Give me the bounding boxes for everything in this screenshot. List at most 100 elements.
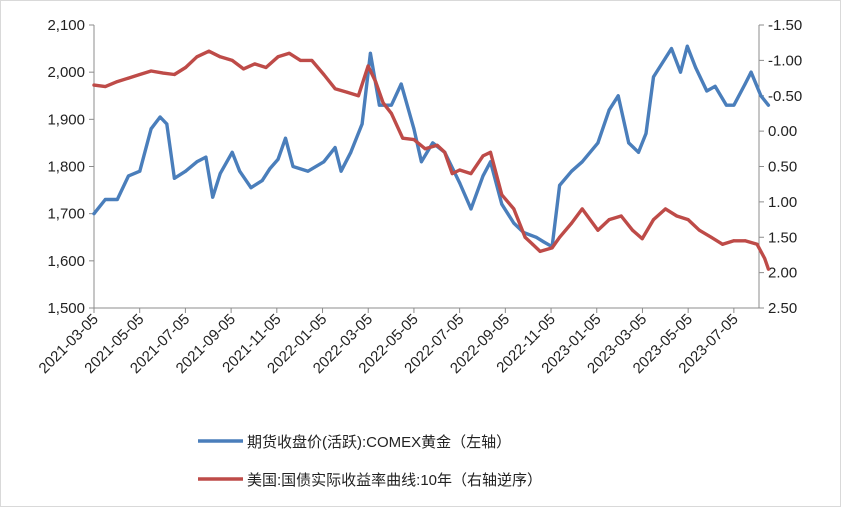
data-point — [138, 169, 142, 173]
data-point — [570, 221, 574, 225]
data-point — [306, 169, 310, 173]
data-point — [755, 242, 759, 246]
data-point — [766, 267, 770, 271]
data-point — [349, 150, 353, 154]
data-point — [260, 179, 264, 183]
series-2 — [92, 49, 771, 271]
data-point — [149, 69, 153, 73]
data-point — [238, 169, 242, 173]
data-point — [276, 157, 280, 161]
data-point — [652, 75, 656, 79]
left-tick-label: 2,100 — [47, 17, 85, 34]
data-point — [264, 65, 268, 69]
data-point — [616, 94, 620, 98]
data-point — [389, 111, 393, 115]
data-point — [538, 249, 542, 253]
data-point — [322, 160, 326, 164]
data-point — [310, 58, 314, 62]
data-point — [596, 141, 600, 145]
data-point — [184, 169, 188, 173]
right-tick-label: 2.00 — [768, 265, 797, 282]
data-point — [92, 212, 96, 216]
data-point — [127, 174, 131, 178]
data-point — [512, 207, 516, 211]
data-point — [664, 207, 668, 211]
data-point — [211, 195, 215, 199]
data-point — [249, 186, 253, 190]
data-point — [705, 89, 709, 93]
data-point — [481, 154, 485, 158]
data-point — [158, 115, 162, 119]
data-point — [374, 80, 378, 84]
data-point — [345, 90, 349, 94]
data-point — [766, 103, 770, 107]
chart-series — [92, 44, 771, 271]
data-point — [399, 82, 403, 86]
data-point — [368, 51, 372, 55]
right-tick-label: 2.50 — [768, 300, 797, 317]
data-point — [630, 228, 634, 232]
data-point — [619, 214, 623, 218]
left-tick-label: 1,900 — [47, 111, 85, 128]
data-point — [339, 169, 343, 173]
data-point — [580, 207, 584, 211]
data-point — [401, 136, 405, 140]
data-point — [749, 70, 753, 74]
data-point — [412, 127, 416, 131]
legend-label-1: 期货收盘价(活跃):COMEX黄金（左轴） — [247, 433, 511, 451]
data-point — [580, 160, 584, 164]
left-tick-label: 1,500 — [47, 300, 85, 317]
data-point — [469, 207, 473, 211]
data-point — [241, 67, 245, 71]
data-point — [184, 65, 188, 69]
right-tick-label: -1.50 — [768, 17, 802, 34]
data-point — [743, 82, 747, 86]
data-point — [333, 146, 337, 150]
data-point — [489, 150, 493, 154]
data-point — [500, 193, 504, 197]
data-point — [607, 218, 611, 222]
data-point — [377, 103, 381, 107]
data-point — [759, 94, 763, 98]
data-point — [204, 155, 208, 159]
left-tick-label: 2,000 — [47, 64, 85, 81]
data-point — [644, 131, 648, 135]
data-point — [675, 214, 679, 218]
data-point — [435, 143, 439, 147]
left-tick-label: 1,700 — [47, 206, 85, 223]
left-tick-label: 1,600 — [47, 253, 85, 270]
data-point — [161, 71, 165, 75]
legend-label-2: 美国:国债实际收益率曲线:10年（右轴逆序） — [247, 472, 542, 489]
left-tick-label: 1,800 — [47, 159, 85, 176]
data-point — [732, 239, 736, 243]
data-point — [291, 165, 295, 168]
data-point — [627, 141, 631, 145]
right-tick-label: 0.00 — [768, 123, 797, 140]
data-point — [287, 51, 291, 55]
data-point — [423, 147, 427, 151]
data-point — [664, 56, 668, 60]
chart-legend: 期货收盘价(活跃):COMEX黄金（左轴） 美国:国债实际收益率曲线:10年（右轴… — [198, 433, 542, 489]
data-point — [230, 150, 234, 154]
data-point — [218, 172, 222, 176]
data-point — [450, 172, 454, 176]
data-point — [92, 83, 96, 87]
right-tick-label: 1.50 — [768, 229, 797, 246]
data-point — [381, 101, 385, 105]
data-point — [333, 87, 337, 91]
data-point — [458, 168, 462, 172]
data-point — [679, 70, 683, 74]
data-point — [149, 127, 153, 131]
data-point — [686, 218, 690, 222]
data-point — [356, 94, 360, 98]
data-point — [685, 44, 689, 48]
data-point — [172, 73, 176, 77]
data-point — [500, 202, 504, 206]
data-point — [640, 237, 644, 241]
right-tick-label: 0.50 — [768, 159, 797, 176]
data-point — [570, 169, 574, 173]
data-point — [713, 84, 717, 88]
data-point — [542, 240, 546, 244]
data-point — [763, 256, 767, 260]
